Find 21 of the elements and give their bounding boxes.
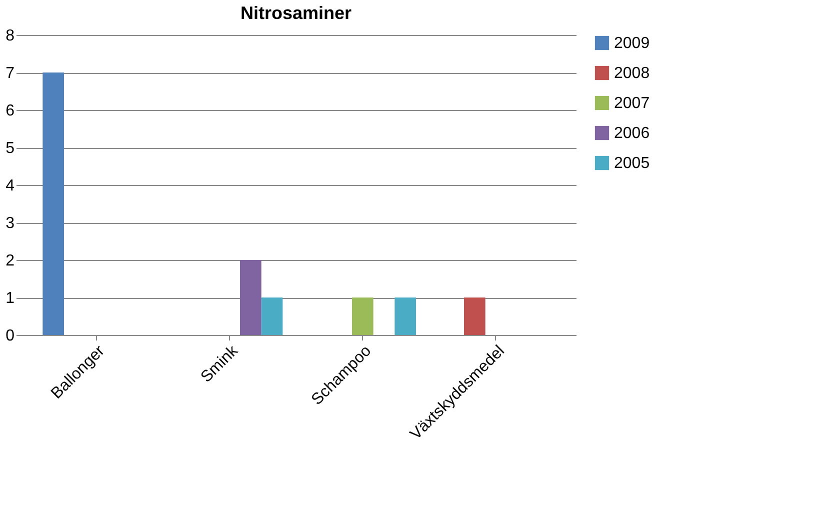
- legend-label: 2008: [614, 65, 650, 82]
- bar: [261, 298, 283, 335]
- bar: [42, 72, 64, 335]
- legend-label: 2007: [614, 95, 650, 112]
- bar: [352, 298, 374, 335]
- y-tick-label: 4: [6, 178, 15, 194]
- y-tick-label: 5: [6, 140, 15, 157]
- y-tick-label: 0: [6, 328, 15, 344]
- legend-label: 2005: [614, 155, 650, 172]
- y-tick-label: 6: [6, 102, 15, 120]
- legend-label: 2006: [614, 125, 650, 142]
- y-tick-label: 7: [6, 65, 15, 82]
- legend-label: 2009: [614, 35, 650, 52]
- bar: [464, 298, 486, 335]
- bar: [240, 260, 262, 335]
- bar: [394, 298, 416, 335]
- y-tick-label: 1: [6, 290, 15, 307]
- y-tick-label: 2: [6, 252, 15, 270]
- y-tick-label: 3: [6, 215, 15, 232]
- chart-title: Nitrosaminer: [240, 3, 352, 23]
- y-tick-label: 8: [6, 28, 15, 44]
